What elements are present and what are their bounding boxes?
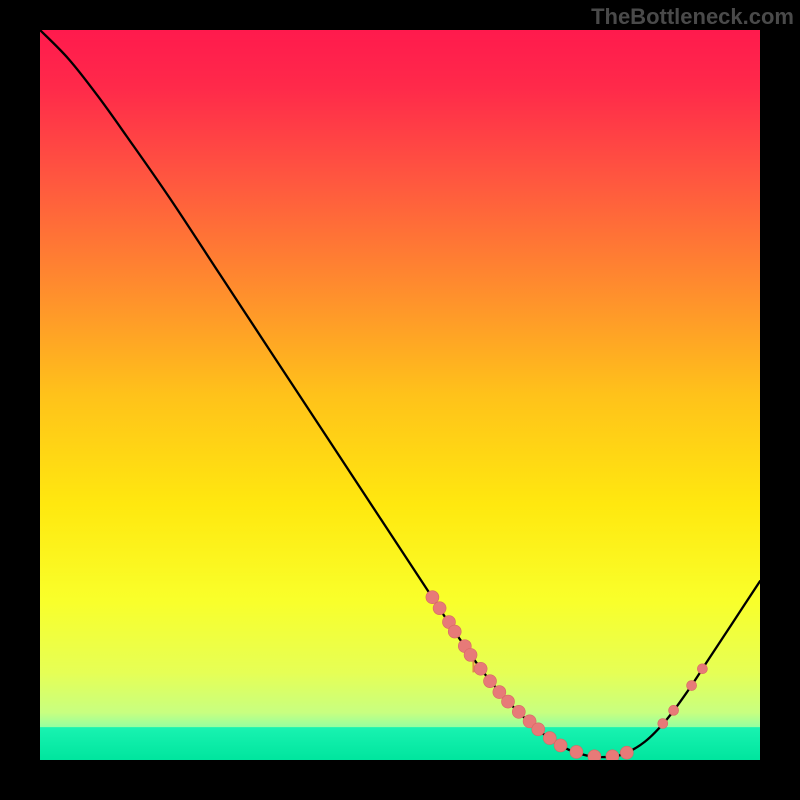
green-band bbox=[40, 727, 760, 760]
plot-svg bbox=[40, 30, 760, 760]
marker-point bbox=[697, 664, 707, 674]
marker-point bbox=[554, 739, 567, 752]
marker-point bbox=[658, 719, 668, 729]
marker-point bbox=[606, 750, 619, 760]
marker-point bbox=[532, 723, 545, 736]
watermark-text: TheBottleneck.com bbox=[591, 4, 794, 30]
marker-point bbox=[433, 602, 446, 615]
marker-point bbox=[543, 732, 556, 745]
marker-point bbox=[588, 750, 601, 760]
marker-point bbox=[512, 705, 525, 718]
gradient-background bbox=[40, 30, 760, 760]
marker-point bbox=[474, 662, 487, 675]
marker-point bbox=[448, 625, 461, 638]
marker-point bbox=[426, 591, 439, 604]
marker-point bbox=[687, 681, 697, 691]
marker-point bbox=[620, 746, 633, 759]
marker-point bbox=[464, 648, 477, 661]
marker-point bbox=[484, 675, 497, 688]
marker-point bbox=[570, 745, 583, 758]
marker-point bbox=[502, 695, 515, 708]
chart-container: TheBottleneck.com bbox=[0, 0, 800, 800]
plot-area bbox=[40, 30, 760, 760]
marker-point bbox=[669, 705, 679, 715]
